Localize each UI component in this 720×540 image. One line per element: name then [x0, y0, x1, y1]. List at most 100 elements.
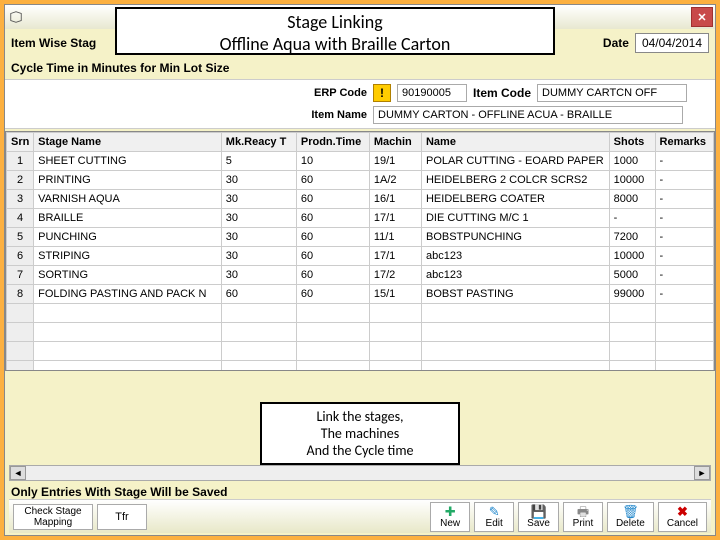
cell-prod: 60: [296, 209, 369, 228]
cell-prod: 60: [296, 190, 369, 209]
table-row-empty: [7, 342, 714, 361]
cell-rem: -: [655, 228, 713, 247]
table-row[interactable]: 3VARNISH AQUA306016/1HEIDELBERG COATER80…: [7, 190, 714, 209]
cell-rem: -: [655, 209, 713, 228]
cell-mach: 17/1: [369, 247, 421, 266]
print-icon: 🖶: [577, 505, 589, 518]
cell-sr: 7: [7, 266, 34, 285]
note-line3: And the Cycle time: [268, 442, 452, 459]
col-shots: Shots: [609, 133, 655, 152]
col-rem: Remarks: [655, 133, 713, 152]
overlay-title-line2: Offline Aqua with Braille Carton: [117, 33, 553, 55]
cell-sr: 8: [7, 285, 34, 304]
col-stage: Stage Name: [34, 133, 222, 152]
cell-stage: PRINTING: [34, 171, 222, 190]
cell-mach: 15/1: [369, 285, 421, 304]
delete-icon: 🗑: [622, 505, 639, 518]
table-row-empty: [7, 304, 714, 323]
cell-name: abc123: [421, 266, 609, 285]
cell-name: HEIDELBERG COATER: [421, 190, 609, 209]
cell-prod: 10: [296, 152, 369, 171]
cell-shots: 99000: [609, 285, 655, 304]
col-prod: Prodn.Time: [296, 133, 369, 152]
cell-mk: 30: [221, 190, 296, 209]
table-header-row: Srn Stage Name Mk.Reacy T Prodn.Time Mac…: [7, 133, 714, 152]
cell-shots: 8000: [609, 190, 655, 209]
cell-shots: 5000: [609, 266, 655, 285]
date-field[interactable]: 04/04/2014: [635, 33, 709, 53]
cell-sr: 6: [7, 247, 34, 266]
tfr-button[interactable]: Tfr: [97, 504, 147, 530]
check-stage-button[interactable]: Check Stage Mapping: [13, 504, 93, 530]
horizontal-scrollbar[interactable]: ◄ ►: [9, 465, 711, 481]
print-button[interactable]: 🖶Print: [563, 502, 603, 532]
cell-stage: SORTING: [34, 266, 222, 285]
cycle-time-label: Cycle Time in Minutes for Min Lot Size: [5, 57, 715, 79]
item-name-field[interactable]: DUMMY CARTON - OFFLINE ACUA - BRAILLE: [373, 106, 683, 124]
cell-name: HEIDELBERG 2 COLCR SCRS2: [421, 171, 609, 190]
cell-shots: 10000: [609, 247, 655, 266]
delete-button[interactable]: 🗑Delete: [607, 502, 654, 532]
table-row[interactable]: 8FOLDING PASTING AND PACK N606015/1BOBST…: [7, 285, 714, 304]
cell-mk: 60: [221, 285, 296, 304]
cell-rem: -: [655, 171, 713, 190]
cell-sr: 4: [7, 209, 34, 228]
scroll-right-button[interactable]: ►: [694, 466, 710, 480]
cell-mach: 16/1: [369, 190, 421, 209]
save-button[interactable]: 💾Save: [518, 502, 559, 532]
cell-prod: 60: [296, 247, 369, 266]
edit-button[interactable]: ✎Edit: [474, 502, 514, 532]
cell-shots: 10000: [609, 171, 655, 190]
cell-mk: 30: [221, 209, 296, 228]
item-name-label: Item Name: [287, 109, 367, 121]
col-name: Name: [421, 133, 609, 152]
main-window: ✕ Stage Linking Offline Aqua with Braill…: [4, 4, 716, 536]
table-row[interactable]: 7SORTING306017/2abc1235000-: [7, 266, 714, 285]
button-bar: Check Stage Mapping Tfr ✚New ✎Edit 💾Save…: [9, 499, 711, 533]
cell-mk: 5: [221, 152, 296, 171]
cell-shots: 1000: [609, 152, 655, 171]
cell-mach: 11/1: [369, 228, 421, 247]
overlay-title-line1: Stage Linking: [117, 11, 553, 33]
table-row[interactable]: 5PUNCHING306011/1BOBSTPUNCHING7200-: [7, 228, 714, 247]
cell-stage: VARNISH AQUA: [34, 190, 222, 209]
cell-shots: -: [609, 209, 655, 228]
table-row[interactable]: 2PRINTING30601A/2HEIDELBERG 2 COLCR SCRS…: [7, 171, 714, 190]
cell-name: abc123: [421, 247, 609, 266]
window-icon: [9, 10, 23, 24]
cell-sr: 2: [7, 171, 34, 190]
overlay-note: Link the stages, The machines And the Cy…: [260, 402, 460, 465]
cancel-button[interactable]: ✖Cancel: [658, 502, 707, 532]
item-code-field[interactable]: DUMMY CARTCN OFF: [537, 84, 687, 102]
table-row[interactable]: 6STRIPING306017/1abc12310000-: [7, 247, 714, 266]
footer-note: Only Entries With Stage Will be Saved: [11, 485, 228, 499]
table-row[interactable]: 4BRAILLE306017/1DIE CUTTING M/C 1--: [7, 209, 714, 228]
erp-code-field[interactable]: 90190005: [397, 84, 467, 102]
cell-rem: -: [655, 247, 713, 266]
table-row[interactable]: 1SHEET CUTTING51019/1POLAR CUTTING - EOA…: [7, 152, 714, 171]
form-area: ERP Code ! 90190005 Item Code DUMMY CART…: [5, 79, 715, 129]
new-button[interactable]: ✚New: [430, 502, 470, 532]
new-icon: ✚: [445, 505, 456, 518]
cell-rem: -: [655, 285, 713, 304]
date-label: Date: [603, 36, 629, 50]
cell-prod: 60: [296, 285, 369, 304]
table-row-empty: [7, 323, 714, 342]
col-mk: Mk.Reacy T: [221, 133, 296, 152]
cell-sr: 3: [7, 190, 34, 209]
alert-icon[interactable]: !: [373, 84, 391, 102]
cell-stage: BRAILLE: [34, 209, 222, 228]
cell-shots: 7200: [609, 228, 655, 247]
cell-stage: SHEET CUTTING: [34, 152, 222, 171]
item-wise-label: Item Wise Stag: [11, 36, 96, 50]
cell-name: BOBSTPUNCHING: [421, 228, 609, 247]
cell-prod: 60: [296, 228, 369, 247]
cell-rem: -: [655, 190, 713, 209]
scroll-left-button[interactable]: ◄: [10, 466, 26, 480]
cell-stage: PUNCHING: [34, 228, 222, 247]
cell-mk: 30: [221, 228, 296, 247]
edit-icon: ✎: [489, 505, 500, 518]
cell-mk: 30: [221, 247, 296, 266]
cell-mach: 17/1: [369, 209, 421, 228]
close-button[interactable]: ✕: [691, 7, 713, 27]
